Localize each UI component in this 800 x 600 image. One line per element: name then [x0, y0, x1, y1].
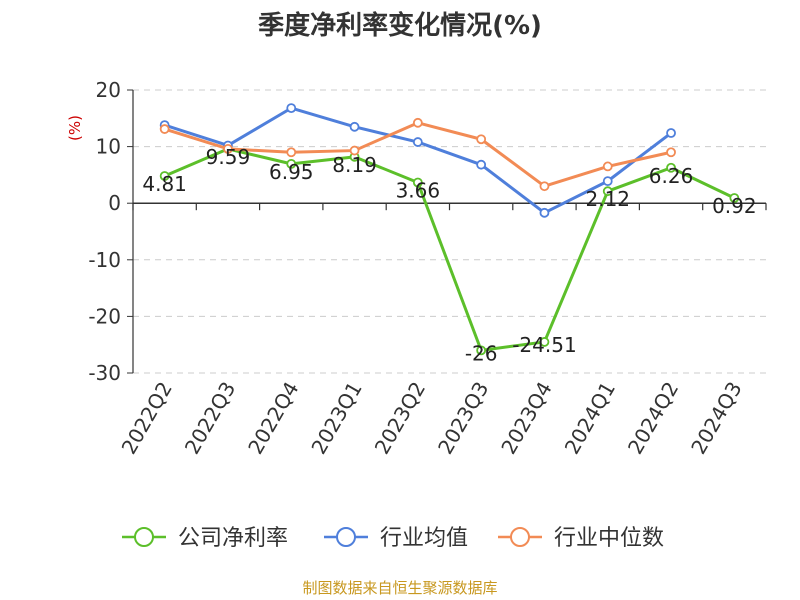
data-point [666, 128, 676, 138]
x-tick-label: 2022Q4 [243, 378, 303, 459]
y-tick-label: 10 [96, 135, 121, 159]
data-point [412, 117, 423, 128]
data-point [349, 145, 360, 156]
data-point [539, 337, 550, 347]
data-point [666, 162, 676, 173]
legend-swatch-marker [336, 527, 356, 547]
x-tick-label: 2023Q4 [496, 378, 556, 459]
x-tick-label: 2024Q1 [560, 378, 620, 459]
x-tick-label: 2023Q2 [370, 378, 430, 459]
data-label: 9.59 [206, 145, 251, 169]
legend-swatch-marker [134, 527, 154, 547]
legend-label: 公司净利率 [178, 526, 288, 551]
y-tick-label: -10 [88, 248, 121, 272]
data-point [159, 171, 170, 181]
data-source-note: 制图数据来自恒生聚源数据库 [302, 579, 498, 597]
data-point [602, 161, 613, 172]
data-point [476, 134, 487, 145]
data-point [412, 137, 423, 147]
x-tick-label: 2022Q3 [180, 378, 240, 459]
x-tick-label: 2022Q2 [117, 378, 177, 459]
data-label: 6.95 [269, 160, 314, 184]
x-tick-label: 2023Q3 [433, 378, 493, 459]
data-label: 4.81 [142, 172, 187, 196]
series-line-0 [164, 147, 735, 352]
data-label: 0.92 [712, 194, 757, 218]
data-label: 8.19 [332, 153, 377, 177]
data-label: 2.12 [585, 187, 630, 211]
data-point [729, 193, 740, 203]
y-tick-label: -30 [88, 361, 121, 385]
data-point [286, 147, 297, 158]
y-tick-label: 20 [96, 78, 121, 102]
data-label: 6.26 [649, 164, 694, 188]
y-tick-label: 0 [108, 191, 121, 215]
data-point [223, 143, 233, 154]
data-label: -26 [465, 341, 498, 365]
x-tick-label: 2024Q3 [686, 378, 746, 459]
y-axis-title: (%) [66, 115, 84, 141]
data-point [286, 103, 297, 114]
data-point [286, 158, 297, 169]
data-point [476, 159, 487, 170]
y-tick-label: -20 [88, 304, 121, 328]
data-point [539, 207, 550, 218]
data-point [412, 177, 423, 188]
chart-title: 季度净利率变化情况(%) [258, 11, 542, 41]
data-point [476, 345, 487, 356]
data-point [602, 176, 613, 187]
data-point [349, 121, 360, 132]
x-tick-label: 2023Q1 [306, 378, 366, 459]
data-point [159, 124, 170, 134]
legend-label: 行业中位数 [554, 526, 664, 551]
x-tick-label: 2024Q2 [623, 378, 683, 459]
data-point [539, 181, 550, 192]
data-label: -24.51 [512, 333, 576, 357]
legend-label: 行业均值 [380, 526, 468, 551]
data-label: 3.66 [396, 178, 441, 202]
data-point [666, 147, 676, 158]
data-point [602, 186, 613, 197]
legend-swatch-marker [510, 527, 530, 547]
